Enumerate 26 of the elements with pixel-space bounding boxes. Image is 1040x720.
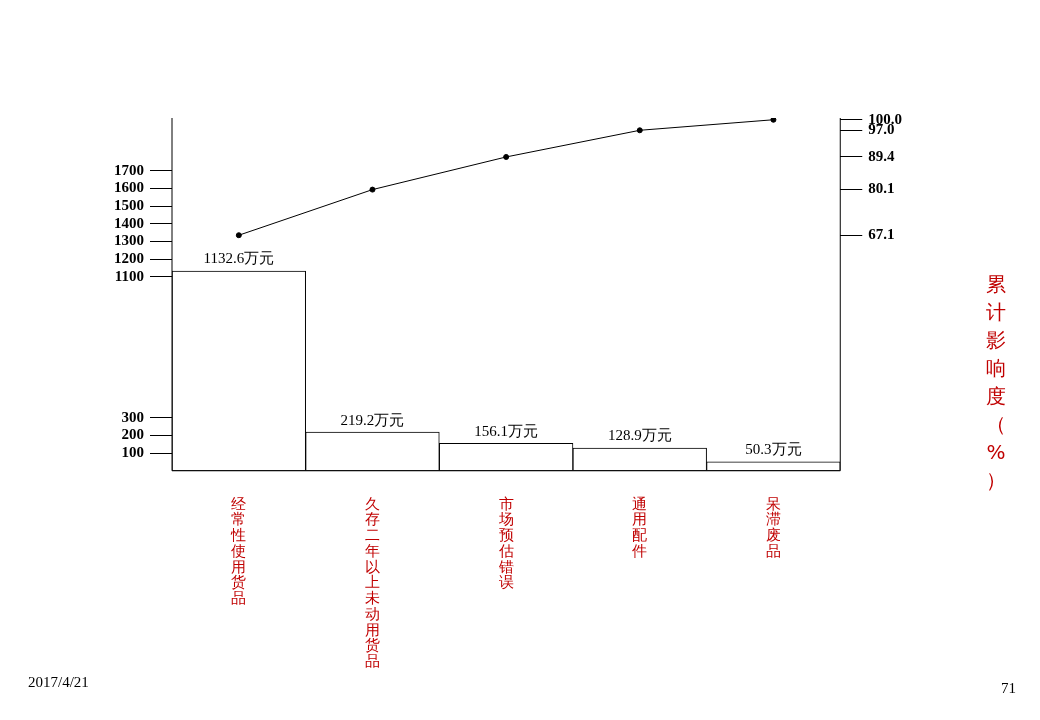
data-label: 1132.6万元 xyxy=(203,250,275,267)
y2-tick-label: 67.1 xyxy=(868,226,895,243)
data-label: 50.3万元 xyxy=(745,441,802,458)
x-tick-label: 市场预估错误 xyxy=(497,494,514,592)
category-label: 久存二年以上未动用货品 xyxy=(364,494,380,671)
y2-axis-title: 累计影响度（%） xyxy=(985,271,1007,494)
y-tick-label: 1200 xyxy=(114,249,144,266)
y-tick-label: 1600 xyxy=(114,179,144,196)
x-tick-label: 经常性使用货品 xyxy=(230,494,247,608)
y2-tick-label: 80.1 xyxy=(868,180,895,197)
text: 2017/4/21 xyxy=(28,674,89,691)
y-tick-label: 200 xyxy=(121,426,144,443)
y2-tick-label: 89.4 xyxy=(868,147,895,164)
y-tick-label: 1500 xyxy=(114,197,144,214)
y-tick-label: 1300 xyxy=(114,232,144,249)
text: 71 xyxy=(1001,680,1016,697)
y-tick-label: 100 xyxy=(121,443,144,460)
y-tick-label: 1400 xyxy=(114,214,144,231)
y-tick-label: 300 xyxy=(121,408,144,425)
y-tick-label: 1100 xyxy=(114,267,144,284)
x-tick-label: 通用配件 xyxy=(632,494,648,560)
data-label: 156.1万元 xyxy=(474,422,538,439)
x-tick-label: 呆滞废品 xyxy=(765,494,781,560)
data-label: 219.2万元 xyxy=(340,411,405,428)
data-label: 128.9万元 xyxy=(607,427,672,444)
y-tick-label: 1700 xyxy=(114,161,144,178)
